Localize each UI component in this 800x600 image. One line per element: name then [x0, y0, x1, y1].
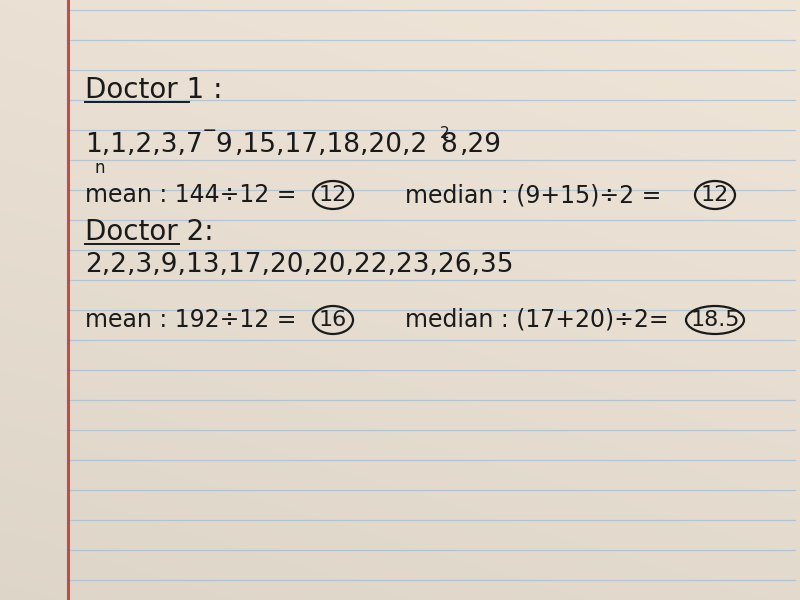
Text: 2,2,3,9,13,17,20,20,22,23,26,35: 2,2,3,9,13,17,20,20,22,23,26,35 — [85, 252, 514, 278]
Text: 12: 12 — [701, 185, 729, 205]
Text: ,15,17,18,20,2: ,15,17,18,20,2 — [235, 132, 428, 158]
Text: 16: 16 — [319, 310, 347, 330]
Text: Doctor 1 :: Doctor 1 : — [85, 76, 222, 104]
Text: 8: 8 — [440, 132, 457, 158]
Text: median : (17+20)÷2=: median : (17+20)÷2= — [405, 308, 669, 332]
Text: 9: 9 — [215, 132, 232, 158]
Text: mean : 144÷12 =: mean : 144÷12 = — [85, 183, 304, 207]
Text: mean : 192÷12 =: mean : 192÷12 = — [85, 308, 304, 332]
Text: ,29: ,29 — [460, 132, 502, 158]
Text: 1,1,2,3,7: 1,1,2,3,7 — [85, 132, 202, 158]
Text: n: n — [95, 159, 106, 177]
Text: 2: 2 — [440, 127, 450, 142]
Text: 18.5: 18.5 — [690, 310, 740, 330]
Text: median : (9+15)÷2 =: median : (9+15)÷2 = — [405, 183, 669, 207]
Text: 12: 12 — [319, 185, 347, 205]
Text: Doctor 2:: Doctor 2: — [85, 218, 214, 246]
